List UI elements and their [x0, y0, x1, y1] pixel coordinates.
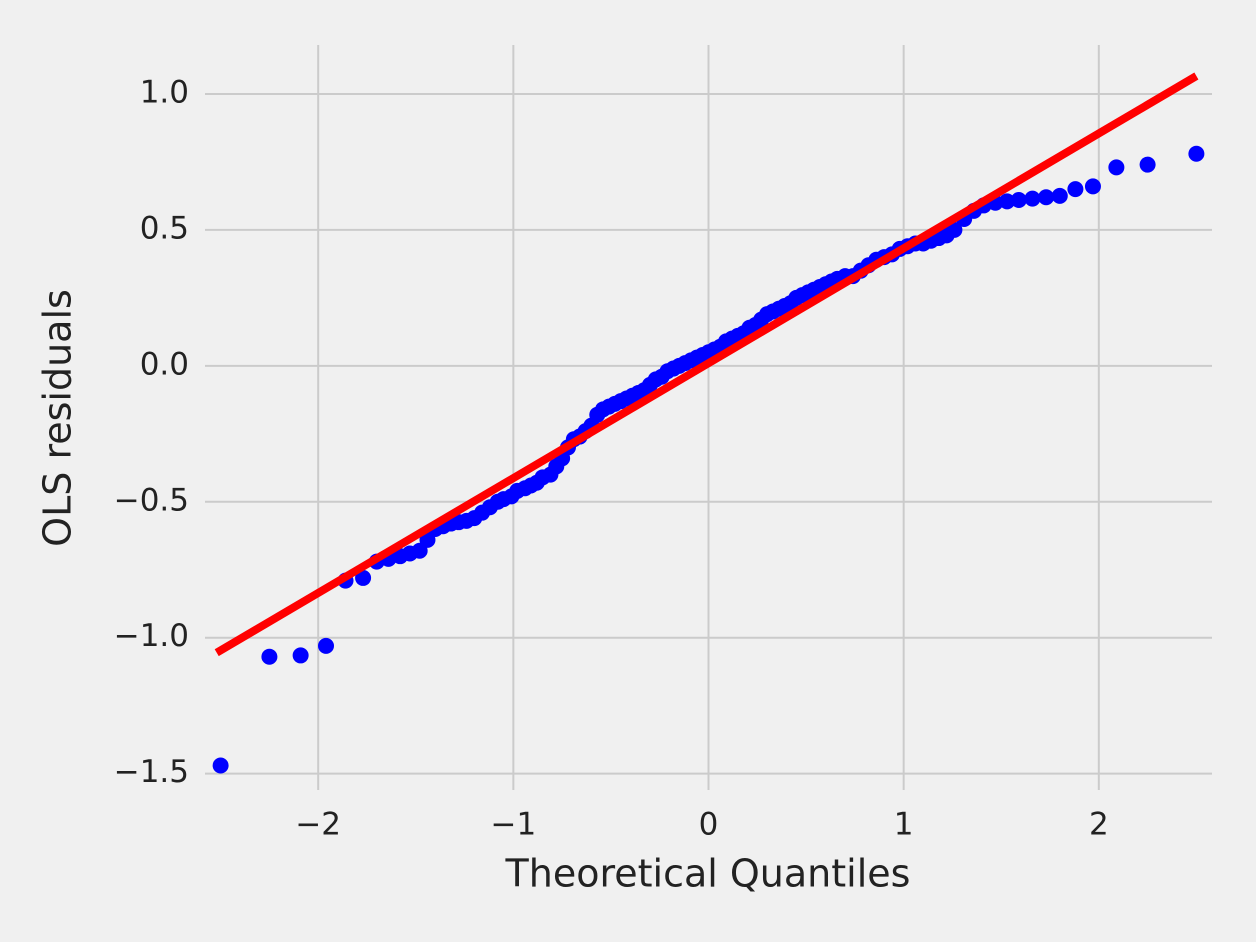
point: [1108, 159, 1125, 176]
point: [1139, 156, 1156, 173]
x-tick-label: 2: [1089, 807, 1109, 843]
x-tick-label: 1: [894, 807, 914, 843]
point: [1188, 145, 1205, 162]
point: [1084, 178, 1101, 195]
y-tick-label: −1.5: [114, 754, 189, 790]
x-tick-label: −2: [295, 807, 341, 843]
point: [1024, 190, 1041, 207]
point: [1051, 187, 1068, 204]
y-tick-label: 1.0: [140, 74, 189, 110]
point: [317, 637, 334, 654]
y-tick-label: −1.0: [114, 618, 189, 654]
x-tick-label: 0: [699, 807, 719, 843]
y-tick-label: 0.0: [140, 346, 189, 382]
point: [355, 569, 372, 586]
point: [1010, 191, 1027, 208]
x-tick-label: −1: [490, 807, 536, 843]
point: [212, 757, 229, 774]
y-axis-label: OLS residuals: [36, 289, 80, 547]
fit-line: [214, 72, 1199, 657]
point: [999, 193, 1016, 210]
point: [1038, 189, 1055, 206]
point: [292, 647, 309, 664]
point: [261, 648, 278, 665]
point: [946, 221, 963, 238]
y-tick-label: 0.5: [140, 210, 189, 246]
point: [1067, 181, 1084, 198]
x-axis-label: Theoretical Quantiles: [505, 852, 911, 896]
y-tick-label: −0.5: [114, 482, 189, 518]
